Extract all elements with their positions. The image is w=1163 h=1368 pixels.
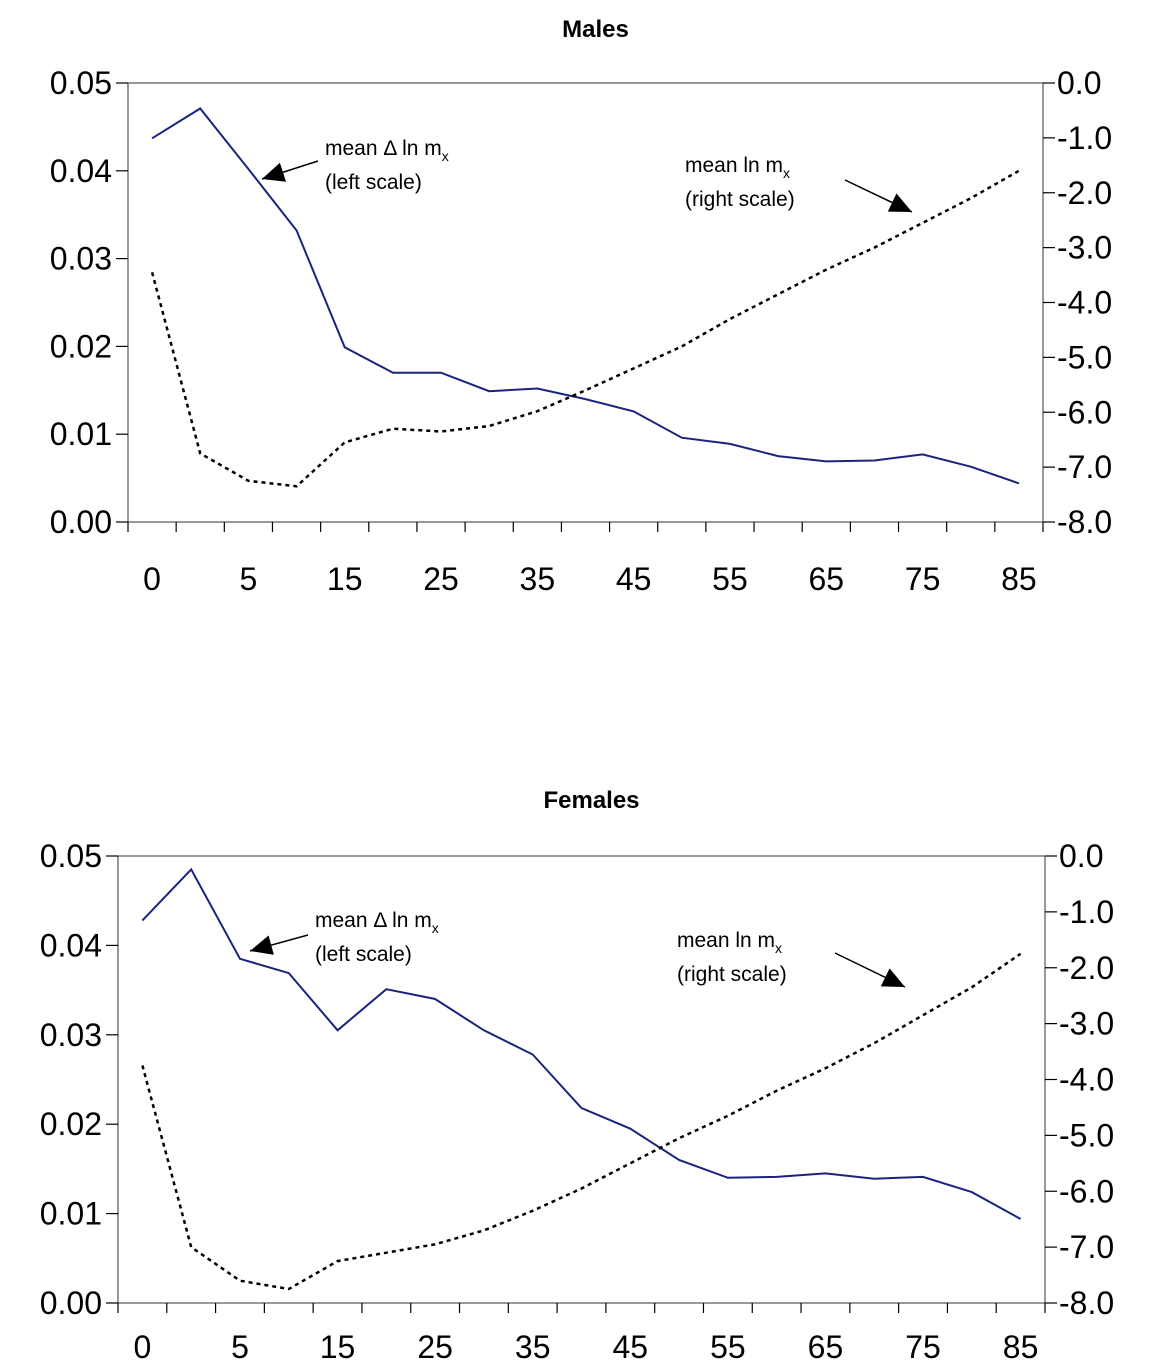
x-axis-tick-label: 25 [417,1329,453,1365]
x-axis-tick-label: 55 [710,1329,746,1365]
x-axis-tick-label: 85 [1003,1329,1039,1365]
left-axis-tick-label: 0.02 [40,1106,102,1142]
left-axis-tick-label: 0.04 [50,153,112,189]
x-axis-tick-label: 75 [905,561,941,597]
x-axis-tick-label: 45 [616,561,652,597]
x-axis-tick-label: 85 [1001,561,1037,597]
left-axis-tick-label: 0.03 [40,1017,102,1053]
right-axis-tick-label: -3.0 [1057,230,1112,266]
annotation-label: mean ln mx [677,929,782,956]
right-axis-tick-label: -4.0 [1057,285,1112,321]
x-axis-tick-label: 65 [808,1329,844,1365]
chart-title: Males [562,16,629,43]
right-axis-tick-label: -3.0 [1059,1006,1114,1042]
chart-females: Females 0.00 0.01 0.02 0.03 0.04 0.05 0.0 -1.0 -2… [40,787,1114,1365]
series-line-level [150,169,1020,488]
x-axis-tick-label: 15 [320,1329,356,1365]
series-line-level [141,952,1022,1291]
x-axis-tick-label: 0 [143,561,161,597]
x-axis-tick-label: 15 [327,561,363,597]
arrowhead-icon [887,193,912,212]
left-axis-tick-label: 0.00 [40,1285,102,1321]
left-axis-tick-label: 0.01 [50,416,112,452]
right-axis-tick-label: -5.0 [1057,339,1112,375]
x-axis-tick-label: 65 [808,561,844,597]
x-axis-tick-label: 5 [239,561,257,597]
chart-males: Males 0.00 0.01 0.02 0.03 0.04 0.05 0.0 -1.0 -2.0… [50,16,1112,597]
x-axis-tick-label: 35 [520,561,556,597]
right-axis-tick-label: -8.0 [1057,504,1112,540]
right-axis-tick-label: -2.0 [1059,950,1114,986]
annotation-label: mean ln mx [685,154,790,181]
right-axis-tick-label: -7.0 [1057,449,1112,485]
annotation-label: mean Δ ln mx [315,909,439,936]
annotation-sublabel: (left scale) [315,943,412,966]
right-axis-tick-label: 0.0 [1057,65,1101,101]
chart-title: Females [543,787,639,814]
right-axis-tick-label: 0.0 [1059,838,1103,874]
annotation-sublabel: (right scale) [677,963,787,986]
left-axis-tick-label: 0.00 [50,504,112,540]
left-axis-tick-label: 0.01 [40,1196,102,1232]
x-axis-tick-label: 55 [712,561,748,597]
right-axis-tick-label: -6.0 [1057,394,1112,430]
left-axis-tick-label: 0.02 [50,328,112,364]
plot-frame [117,855,1046,1304]
right-axis-tick-label: -2.0 [1057,175,1112,211]
arrowhead-icon [880,968,905,987]
arrowhead-icon [262,162,287,182]
left-axis-tick-label: 0.04 [40,927,102,963]
annotation-sublabel: (left scale) [325,171,422,194]
series-line-delta [141,867,1022,1220]
right-axis-tick-label: -6.0 [1059,1173,1114,1209]
right-axis-tick-label: -1.0 [1057,120,1112,156]
right-axis-tick-label: -1.0 [1059,894,1114,930]
right-axis-tick-label: -7.0 [1059,1229,1114,1265]
x-axis-tick-label: 45 [612,1329,648,1365]
right-axis-tick-label: -8.0 [1059,1285,1114,1321]
x-axis-tick-label: 35 [515,1329,551,1365]
x-axis-tick-label: 25 [423,561,459,597]
left-axis-tick-label: 0.05 [50,65,112,101]
left-axis-tick-label: 0.05 [40,838,102,874]
right-axis-tick-label: -5.0 [1059,1117,1114,1153]
annotation-sublabel: (right scale) [685,188,795,211]
left-axis-tick-label: 0.03 [50,241,112,277]
x-axis-tick-label: 5 [231,1329,249,1365]
x-axis-tick-label: 75 [905,1329,941,1365]
annotation-label: mean Δ ln mx [325,137,449,164]
right-axis-tick-label: -4.0 [1059,1062,1114,1098]
x-axis-tick-label: 0 [133,1329,151,1365]
arrowhead-icon [250,935,274,955]
series-line-delta [151,107,1020,485]
